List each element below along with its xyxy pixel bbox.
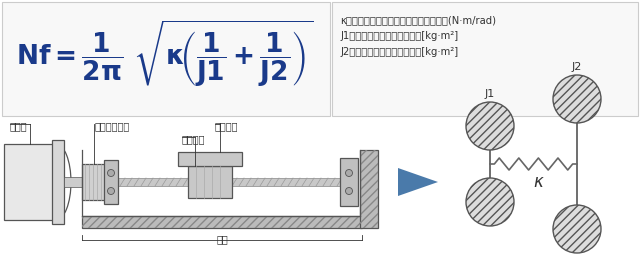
- Bar: [64, 177, 84, 187]
- Bar: [340, 158, 358, 206]
- Text: $\mathbf{Nf{=}\dfrac{1}{2\pi}\ \sqrt{\kappa\!\left(\dfrac{1}{J1}+\dfrac{1}{J2}\r: $\mathbf{Nf{=}\dfrac{1}{2\pi}\ \sqrt{\ka…: [17, 19, 314, 89]
- Ellipse shape: [108, 169, 115, 177]
- Bar: [188, 166, 232, 198]
- Bar: [178, 152, 242, 166]
- Ellipse shape: [346, 187, 353, 195]
- Bar: [52, 140, 64, 224]
- Bar: [360, 150, 378, 228]
- Ellipse shape: [553, 75, 601, 123]
- Bar: [332, 2, 638, 116]
- Polygon shape: [398, 168, 438, 196]
- Bar: [64, 178, 354, 186]
- Text: J1: J1: [485, 89, 495, 99]
- Text: テーブル: テーブル: [215, 121, 239, 131]
- Ellipse shape: [466, 102, 514, 150]
- Bar: [2, 2, 330, 116]
- Text: 送りねじ: 送りねじ: [182, 134, 205, 144]
- Text: J2：従動側の慣性モーメント[kg·m²]: J2：従動側の慣性モーメント[kg·m²]: [340, 47, 458, 57]
- Bar: [360, 150, 378, 228]
- Ellipse shape: [108, 187, 115, 195]
- Ellipse shape: [553, 205, 601, 253]
- Bar: [82, 164, 106, 200]
- Bar: [104, 160, 118, 204]
- Ellipse shape: [466, 178, 514, 226]
- Text: κ：カップリングの動的ねじりばね定数(N·m/rad): κ：カップリングの動的ねじりばね定数(N·m/rad): [340, 15, 496, 25]
- Text: 軸受: 軸受: [216, 234, 228, 244]
- Bar: [4, 144, 56, 220]
- Ellipse shape: [346, 169, 353, 177]
- Text: J2: J2: [572, 62, 582, 72]
- Bar: [82, 216, 362, 228]
- Text: カップリング: カップリング: [95, 121, 131, 131]
- Text: J1：駆動側の慣性モーメント[kg·m²]: J1：駆動側の慣性モーメント[kg·m²]: [340, 31, 458, 41]
- Bar: [82, 216, 362, 228]
- Text: $\kappa$: $\kappa$: [532, 173, 545, 191]
- Text: モータ: モータ: [10, 121, 28, 131]
